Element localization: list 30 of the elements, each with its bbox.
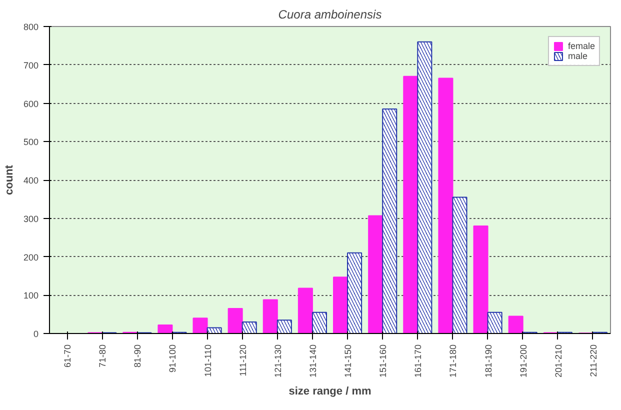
x-tick-label: 211-220 [588,344,598,377]
chart-title: Cuora amboinensis [278,8,382,22]
y-tick-label: 500 [23,137,39,148]
y-tick-label: 0 [33,329,39,339]
x-tick-label: 61-70 [62,344,73,368]
y-tick-label: 700 [23,60,39,70]
y-tick-label: 600 [23,98,39,109]
y-tick-label: 200 [23,252,39,262]
y-tick-label: 100 [23,290,39,301]
x-tick-label: 161-170 [413,344,424,378]
x-axis-title: size range / mm [288,386,372,398]
x-tick-label: 141-150 [343,344,354,378]
x-tick-label: 81-90 [132,344,143,368]
x-tick-label: 201-210 [553,344,564,378]
x-tick-label: 151-160 [378,344,388,378]
y-axis-title: count [3,164,16,195]
x-tick-label: 101-110 [202,344,213,377]
x-tick-label: 171-180 [448,344,458,378]
y-tick-label: 800 [23,22,39,32]
y-tick-label: 400 [23,176,39,186]
x-tick-label: 181-190 [483,344,494,378]
x-tick-label: 71-80 [98,344,108,368]
x-tick-label: 91-100 [168,344,178,373]
x-tick-label: 131-140 [308,344,318,378]
x-tick-label: 111-120 [238,344,248,376]
x-tick-label: 191-200 [518,344,528,378]
x-tick-label: 121-130 [272,344,283,378]
legend-label: male [568,51,588,61]
y-tick-label: 300 [23,214,39,224]
legend-label: female [568,41,595,51]
